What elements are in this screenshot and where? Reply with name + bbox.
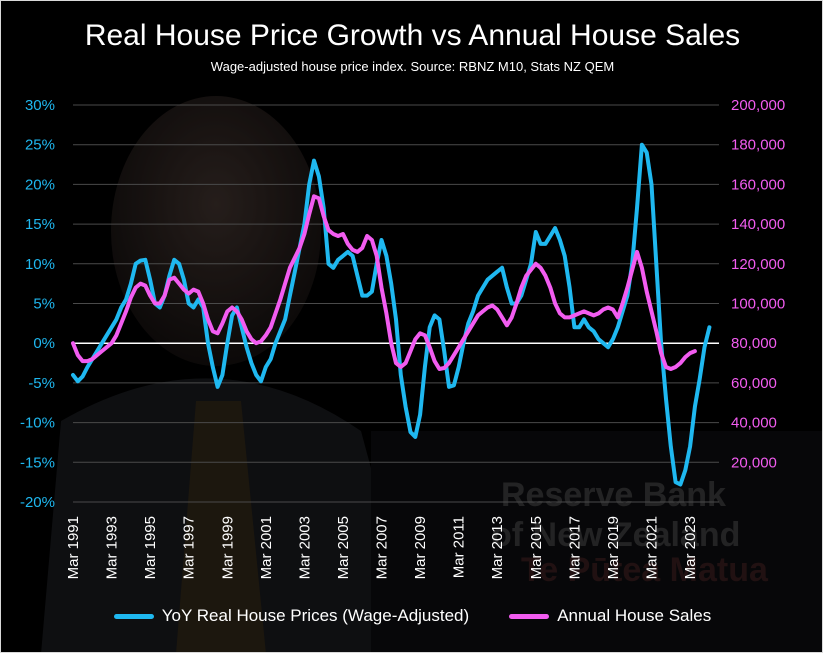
y-left-tick-label: -5% [28, 375, 55, 392]
series-line-sales [71, 194, 697, 371]
y-left-tick-label: 5% [33, 296, 55, 313]
x-tick-label: Mar 2019 [605, 516, 622, 579]
y-right-tick-label: 180,000 [731, 137, 785, 154]
legend-item-sales[interactable]: Annual House Sales [509, 606, 711, 626]
series-lines [71, 142, 712, 487]
legend-swatch-price [113, 613, 154, 619]
y-axis-left: -20% -15% -10% -5% 0% 5% 10% 15% 20% 25% 30% [20, 97, 55, 511]
x-tick-label: Mar 2009 [412, 516, 429, 579]
y-left-tick-label: -15% [20, 454, 55, 471]
x-tick-label: Mar 1995 [142, 516, 159, 579]
x-tick-label: Mar 2011 [451, 516, 468, 578]
y-right-tick-label: 140,000 [731, 216, 785, 233]
y-left-tick-label: 0% [33, 335, 55, 352]
svg-text:Reserve Bank: Reserve Bank [501, 476, 726, 514]
x-tick-label: Mar 2023 [682, 516, 699, 579]
chart-subtitle: Wage-adjusted house price index. Source:… [210, 59, 615, 74]
y-left-tick-label: 20% [25, 176, 55, 193]
y-left-tick-label: 30% [25, 97, 55, 114]
legend: YoY Real House Prices (Wage-Adjusted) An… [1, 606, 822, 626]
x-tick-label: Mar 2001 [258, 516, 275, 579]
y-right-tick-label: 20,000 [731, 454, 777, 471]
y-right-tick-label: 200,000 [731, 97, 785, 114]
x-tick-label: Mar 2007 [374, 516, 391, 579]
y-axis-right: 20,000 40,000 60,000 80,000 100,000 120,000 14… [731, 97, 785, 471]
x-tick-label: Mar 1999 [219, 516, 236, 579]
y-right-tick-label: 120,000 [731, 256, 785, 273]
legend-swatch-sales [509, 613, 550, 619]
podium-sign [371, 431, 822, 652]
legend-label-price: YoY Real House Prices (Wage-Adjusted) [161, 606, 470, 625]
x-tick-label: Mar 2017 [566, 516, 583, 579]
x-axis: Mar 1991 Mar 1993 Mar 1995 Mar 1997 Mar 1999… [65, 516, 699, 579]
x-tick-label: Mar 1991 [65, 516, 82, 579]
svg-text:Te Pūtea Matua: Te Pūtea Matua [521, 551, 769, 589]
x-tick-label: Mar 2015 [528, 516, 545, 579]
y-left-tick-label: -10% [20, 415, 55, 432]
y-right-tick-label: 80,000 [731, 335, 777, 352]
y-left-tick-label: 25% [25, 137, 55, 154]
x-tick-label: Mar 2003 [296, 516, 313, 579]
y-left-tick-label: 10% [25, 256, 55, 273]
chart-title: Real House Price Growth vs Annual House … [84, 19, 741, 52]
series-line-price [71, 142, 712, 487]
y-right-tick-label: 160,000 [731, 176, 785, 193]
presenter-tie [176, 401, 266, 652]
y-right-tick-label: 100,000 [731, 296, 785, 313]
y-right-tick-label: 60,000 [731, 375, 777, 392]
x-tick-label: Mar 1997 [181, 516, 198, 579]
legend-item-price[interactable]: YoY Real House Prices (Wage-Adjusted) [113, 606, 470, 626]
watermark-logo: Reserve Bank of New Zealand Te Pūtea Mat… [491, 476, 769, 589]
x-tick-label: Mar 2013 [489, 516, 506, 579]
y-right-tick-label: 40,000 [731, 415, 777, 432]
x-tick-label: Mar 1993 [104, 516, 121, 579]
y-left-tick-label: 15% [25, 216, 55, 233]
legend-label-sales: Annual House Sales [557, 606, 712, 625]
y-left-tick-label: -20% [20, 494, 55, 511]
svg-text:of New Zealand: of New Zealand [491, 516, 740, 554]
x-tick-label: Mar 2005 [335, 516, 352, 579]
x-tick-label: Mar 2021 [644, 516, 661, 579]
